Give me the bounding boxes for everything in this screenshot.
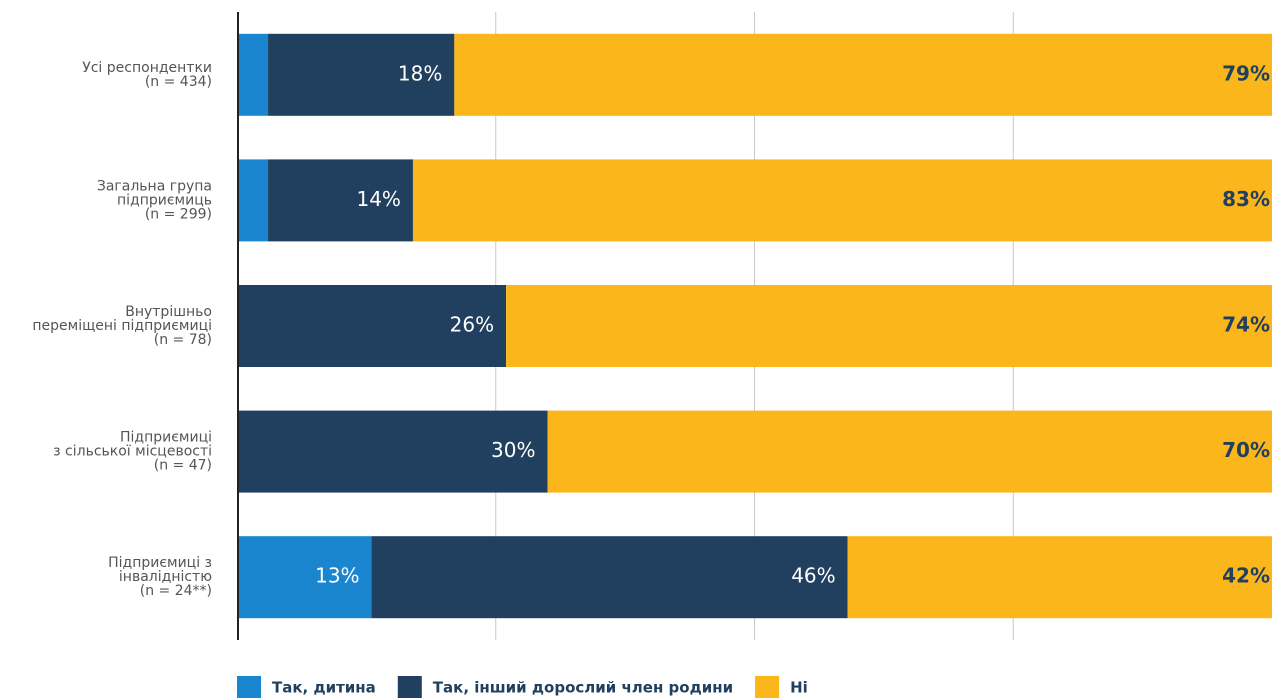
legend-swatch (397, 676, 422, 698)
value-label: 18% (398, 61, 442, 85)
legend-swatch (237, 676, 261, 698)
legend-label: Так, інший дорослий член родини (433, 679, 733, 697)
value-label: 14% (356, 187, 400, 211)
category-label: Підприємиці з сільської місцевості (n = 47… (53, 430, 212, 474)
legend-swatch (755, 676, 780, 698)
bar-segment (237, 285, 507, 367)
value-label: 79% (1222, 61, 1270, 85)
bar-segment (412, 159, 1272, 242)
legend-label: Так, дитина (272, 679, 376, 697)
value-label: 26% (450, 313, 494, 337)
value-label: 83% (1222, 187, 1270, 211)
category-label: Загальна група підприємиць (n = 299) (97, 178, 212, 222)
category-label: Внутрішньо переміщені підприємиці (n = 78) (32, 304, 212, 348)
value-label: 30% (491, 438, 535, 462)
bar-segment (268, 159, 413, 242)
value-label: 13% (315, 564, 359, 588)
value-label: 70% (1222, 438, 1270, 462)
value-label: 74% (1222, 313, 1270, 337)
bar-segment (237, 410, 548, 493)
category-label: Усі респондентки (n = 434) (82, 60, 212, 90)
bar-segment (237, 536, 372, 619)
bar-segment (237, 33, 269, 116)
bar-segment (237, 159, 269, 242)
bar-segment (847, 536, 1272, 619)
value-label: 42% (1222, 564, 1270, 588)
bar-segment (268, 33, 455, 116)
value-label: 46% (791, 564, 835, 588)
bar-segment (506, 285, 1272, 367)
bar-segment (547, 410, 1272, 493)
bar-segment (371, 536, 848, 619)
bar-segment (454, 33, 1272, 116)
category-label: Підприємиці з інвалідністю (n = 24**) (108, 555, 212, 599)
legend-label: Ні (790, 679, 808, 697)
